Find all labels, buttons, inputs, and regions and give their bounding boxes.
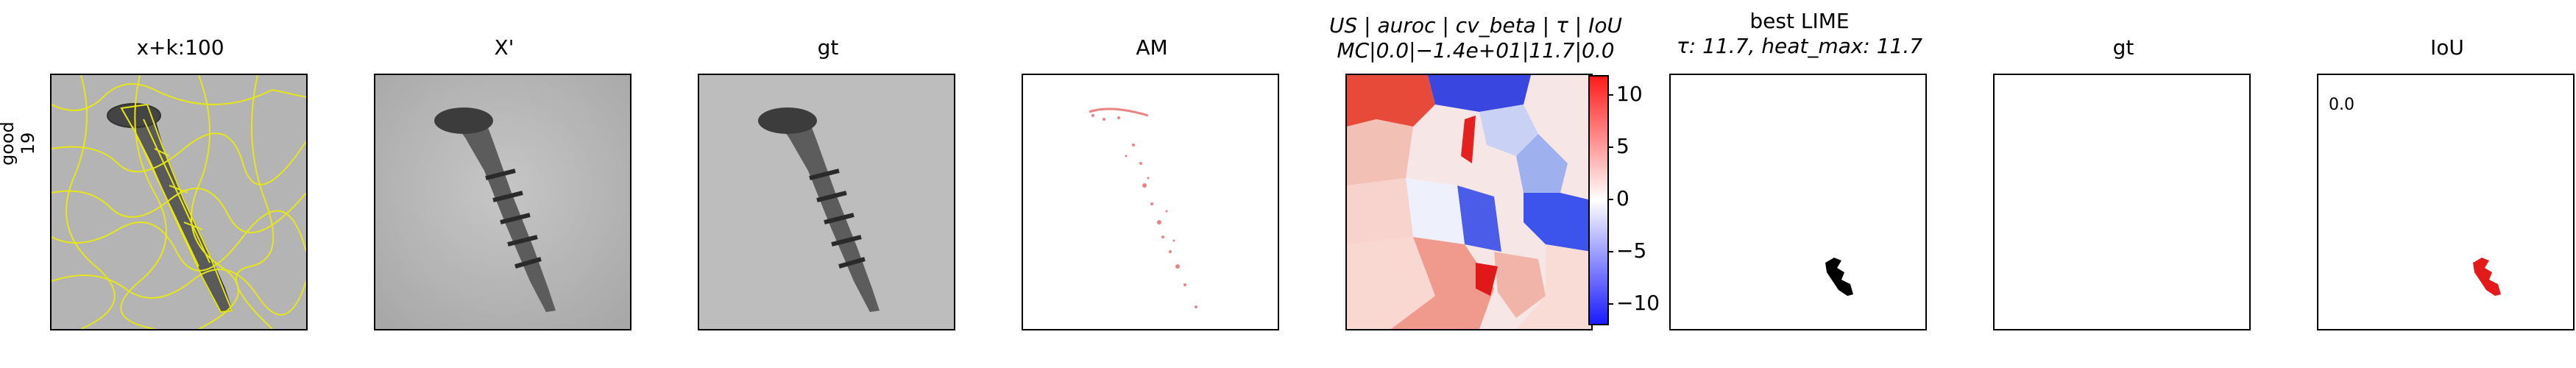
colorbar-tick-label: 5 — [1616, 134, 1630, 158]
colorbar-tickmark — [1607, 199, 1613, 200]
panel-title-6: best LIME τ: 11.7, heat_max: 11.7 — [1579, 9, 2020, 59]
image-with-superpixels — [50, 74, 308, 330]
ground-truth-image-panel — [698, 74, 955, 330]
input-image-panel — [374, 74, 631, 330]
colorbar-tickmark — [1607, 303, 1613, 305]
colorbar-tick-label: −10 — [1616, 291, 1660, 315]
panel-title-6-line-1: best LIME — [1749, 9, 1850, 33]
colorbar-tickmark — [1607, 251, 1613, 252]
anomaly-map-panel — [1022, 74, 1279, 330]
iou-value: 0.0 — [2329, 96, 2354, 114]
panel-title-4: AM — [1136, 35, 1168, 60]
heatmap-panel — [1345, 74, 1593, 330]
panel-title-5: US | auroc | cv_beta | τ | IoU MC|0.0|−1… — [1255, 13, 1696, 63]
superpixel-boundaries — [52, 75, 306, 329]
panel-title-6-line-2: τ: 11.7, heat_max: 11.7 — [1676, 34, 1923, 58]
panel-title-8: IoU — [2430, 35, 2464, 60]
iou-region — [2473, 258, 2501, 296]
iou-panel: 0.0 — [2317, 74, 2575, 330]
colorbar-tick-label: 0 — [1616, 186, 1630, 210]
colorbar-tickmark — [1607, 146, 1613, 148]
anomaly-map-points — [1089, 107, 1197, 308]
panel-title-5-line-2: MC|0.0|−1.4e+01|11.7|0.0 — [1337, 38, 1615, 63]
colorbar-tick-label: 10 — [1616, 82, 1643, 106]
panel-title-5-line-1: US | auroc | cv_beta | τ | IoU — [1329, 13, 1622, 38]
colorbar-tick-label: −5 — [1616, 238, 1647, 263]
panel-title-2: X' — [494, 35, 514, 60]
screw-image — [434, 107, 556, 312]
colorbar — [1588, 75, 1609, 325]
lime-mask-region — [1825, 258, 1853, 296]
colorbar-tickmark — [1607, 94, 1613, 96]
heatmap-regions — [1347, 75, 1591, 329]
panel-title-3: gt — [817, 35, 839, 60]
row-label-line-2: 19 — [18, 132, 38, 155]
row-label: good 19 — [0, 88, 38, 199]
best-lime-mask-panel — [1669, 74, 1927, 330]
screw-image — [107, 103, 233, 314]
row-label-line-1: good — [0, 121, 18, 166]
screw-image — [758, 107, 880, 312]
ground-truth-mask-panel — [1993, 74, 2251, 330]
panel-title-7: gt — [2112, 35, 2134, 60]
panel-title-1: x+k:100 — [136, 35, 224, 60]
